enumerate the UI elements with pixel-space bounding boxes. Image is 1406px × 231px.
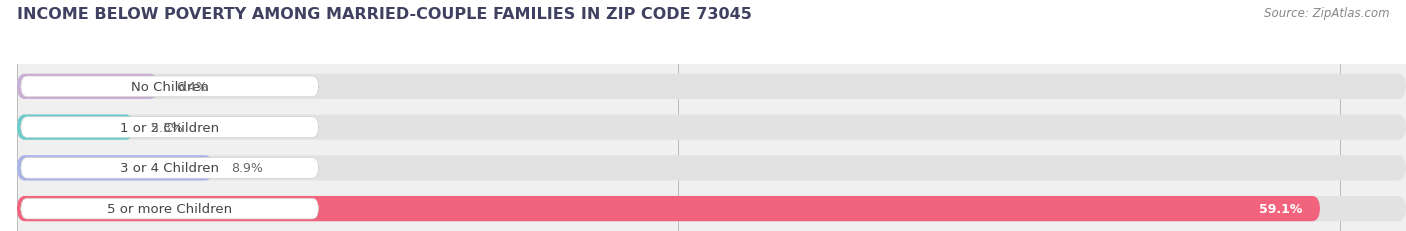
Text: Source: ZipAtlas.com: Source: ZipAtlas.com: [1264, 7, 1389, 20]
Text: INCOME BELOW POVERTY AMONG MARRIED-COUPLE FAMILIES IN ZIP CODE 73045: INCOME BELOW POVERTY AMONG MARRIED-COUPL…: [17, 7, 752, 22]
Text: 1 or 2 Children: 1 or 2 Children: [120, 121, 219, 134]
FancyBboxPatch shape: [17, 196, 1406, 221]
FancyBboxPatch shape: [21, 158, 319, 178]
Text: 5 or more Children: 5 or more Children: [107, 202, 232, 215]
FancyBboxPatch shape: [21, 117, 319, 138]
Text: 3 or 4 Children: 3 or 4 Children: [120, 162, 219, 175]
FancyBboxPatch shape: [17, 74, 157, 100]
Text: 8.9%: 8.9%: [231, 162, 263, 175]
FancyBboxPatch shape: [17, 74, 1406, 100]
Text: 6.4%: 6.4%: [176, 81, 207, 94]
FancyBboxPatch shape: [17, 155, 1406, 181]
Text: No Children: No Children: [131, 81, 208, 94]
FancyBboxPatch shape: [21, 77, 319, 97]
Text: 59.1%: 59.1%: [1258, 202, 1302, 215]
FancyBboxPatch shape: [17, 115, 1406, 140]
FancyBboxPatch shape: [17, 155, 214, 181]
Text: 5.3%: 5.3%: [152, 121, 183, 134]
FancyBboxPatch shape: [17, 196, 1320, 221]
FancyBboxPatch shape: [21, 198, 319, 219]
FancyBboxPatch shape: [17, 115, 134, 140]
